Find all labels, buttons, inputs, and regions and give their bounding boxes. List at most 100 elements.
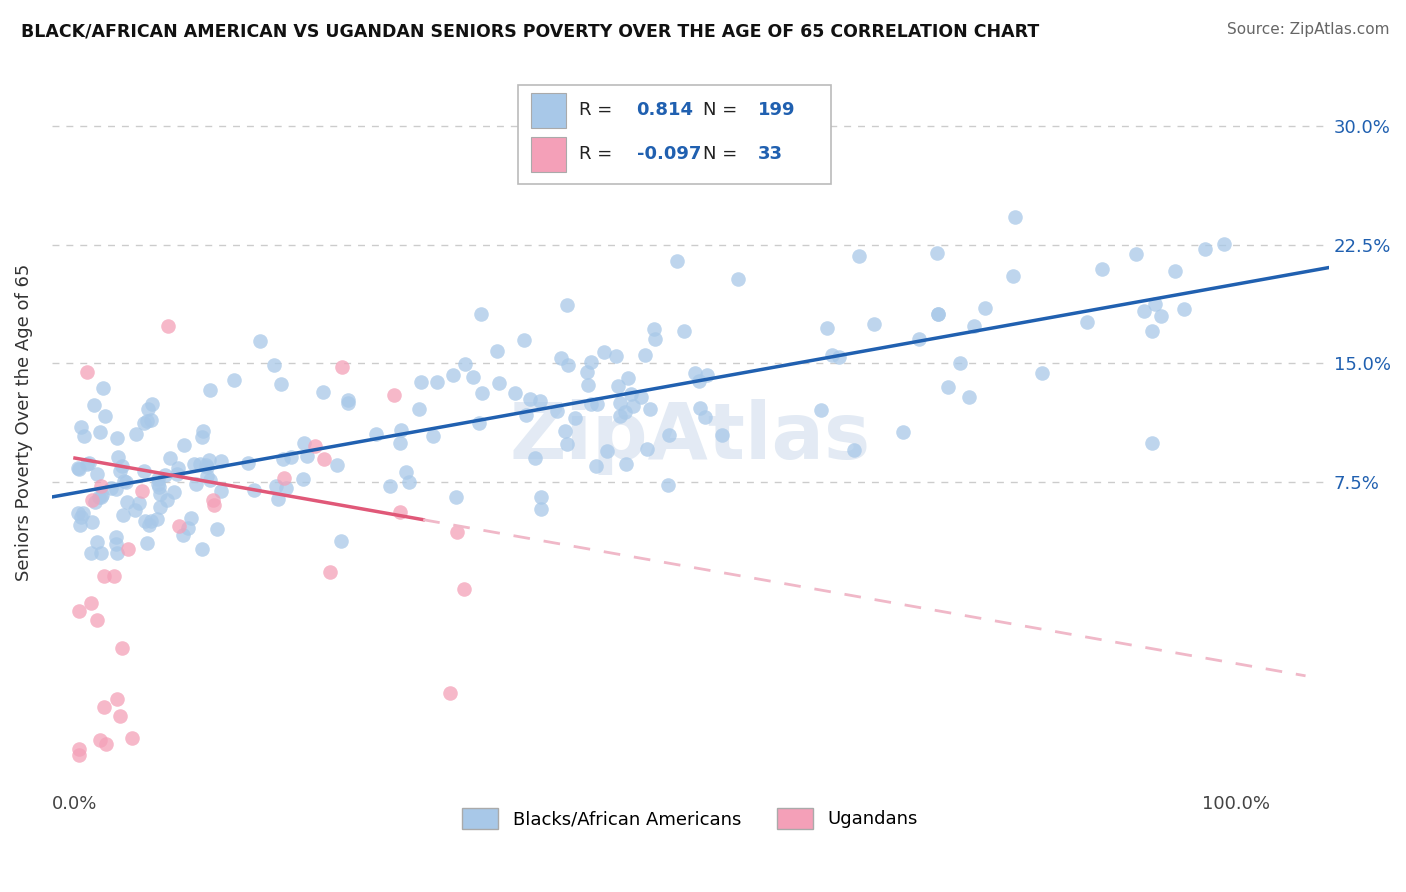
- Point: [644, 332, 666, 346]
- Point: [326, 458, 349, 472]
- Point: [115, 475, 138, 489]
- Point: [128, 495, 150, 509]
- Point: [93, 700, 115, 714]
- Text: N =: N =: [703, 102, 742, 120]
- Point: [291, 473, 314, 487]
- Text: 33: 33: [758, 145, 783, 163]
- FancyBboxPatch shape: [530, 93, 567, 128]
- Point: [576, 377, 599, 392]
- Point: [330, 533, 353, 548]
- Point: [304, 439, 326, 453]
- Point: [515, 408, 537, 422]
- Point: [1142, 324, 1164, 338]
- Point: [893, 425, 915, 439]
- Point: [89, 733, 111, 747]
- Point: [89, 546, 111, 560]
- Point: [564, 411, 586, 425]
- Point: [488, 376, 510, 390]
- Point: [84, 495, 107, 509]
- Point: [330, 359, 353, 374]
- Point: [863, 317, 886, 331]
- Point: [96, 737, 118, 751]
- Point: [1125, 247, 1147, 261]
- Point: [727, 271, 749, 285]
- Point: [110, 709, 132, 723]
- Point: [193, 424, 215, 438]
- Point: [76, 457, 98, 471]
- Point: [139, 412, 162, 426]
- Point: [197, 469, 219, 483]
- Point: [621, 399, 644, 413]
- Point: [593, 344, 616, 359]
- Point: [149, 500, 172, 514]
- Point: [485, 343, 508, 358]
- Point: [136, 402, 159, 417]
- Point: [149, 487, 172, 501]
- Text: R =: R =: [579, 145, 619, 163]
- Point: [159, 450, 181, 465]
- Point: [411, 376, 433, 390]
- Point: [657, 478, 679, 492]
- Point: [276, 481, 298, 495]
- Text: 0.814: 0.814: [637, 102, 693, 120]
- Point: [104, 537, 127, 551]
- Point: [263, 359, 285, 373]
- Point: [617, 371, 640, 385]
- Point: [93, 409, 115, 423]
- Point: [148, 480, 170, 494]
- Point: [810, 403, 832, 417]
- Text: N =: N =: [703, 145, 742, 163]
- Point: [67, 741, 90, 756]
- Point: [319, 566, 342, 580]
- Point: [86, 467, 108, 482]
- Point: [1142, 435, 1164, 450]
- Point: [90, 490, 112, 504]
- Point: [828, 350, 851, 364]
- Point: [554, 424, 576, 438]
- Point: [107, 450, 129, 464]
- Point: [205, 522, 228, 536]
- Point: [141, 514, 163, 528]
- Point: [948, 356, 970, 370]
- Point: [190, 430, 212, 444]
- Point: [529, 393, 551, 408]
- Point: [191, 542, 214, 557]
- Text: Source: ZipAtlas.com: Source: ZipAtlas.com: [1226, 22, 1389, 37]
- Point: [80, 546, 103, 560]
- Point: [124, 503, 146, 517]
- Point: [821, 348, 844, 362]
- Point: [105, 691, 128, 706]
- Point: [91, 380, 114, 394]
- Point: [188, 457, 211, 471]
- Point: [180, 511, 202, 525]
- Point: [243, 483, 266, 497]
- Point: [609, 409, 631, 423]
- Point: [468, 416, 491, 430]
- Point: [70, 420, 93, 434]
- Point: [963, 319, 986, 334]
- Point: [80, 515, 103, 529]
- Text: R =: R =: [579, 102, 619, 120]
- Point: [446, 525, 468, 540]
- Point: [1143, 297, 1166, 311]
- FancyBboxPatch shape: [517, 85, 831, 184]
- Point: [439, 686, 461, 700]
- Point: [530, 502, 553, 516]
- Point: [1163, 264, 1185, 278]
- Point: [202, 499, 225, 513]
- Point: [927, 307, 949, 321]
- Point: [132, 464, 155, 478]
- Point: [138, 518, 160, 533]
- Point: [1133, 304, 1156, 318]
- Point: [576, 365, 599, 379]
- Point: [134, 514, 156, 528]
- Point: [100, 482, 122, 496]
- Point: [93, 569, 115, 583]
- Point: [422, 429, 444, 443]
- Point: [176, 521, 198, 535]
- Point: [454, 357, 477, 371]
- Point: [312, 384, 335, 399]
- Point: [110, 464, 132, 478]
- Point: [67, 461, 90, 475]
- Point: [135, 536, 157, 550]
